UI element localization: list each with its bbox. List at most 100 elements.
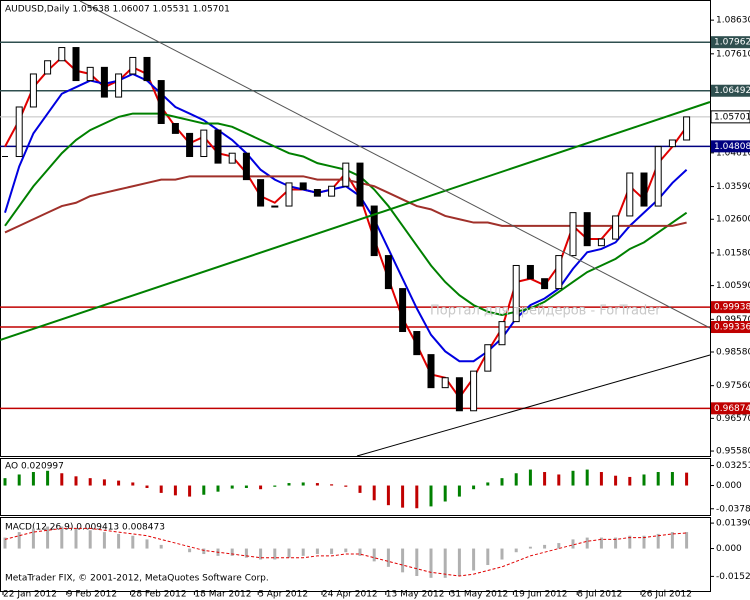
candle <box>413 331 421 356</box>
candle <box>370 205 378 257</box>
y-tick-label: 1.01580 <box>716 248 750 258</box>
y-tick-label: 1.00590 <box>716 281 750 291</box>
watermark: Портал для трейдеров - ForTrader <box>430 304 661 319</box>
y-tick-label: 1.08630 <box>716 16 750 26</box>
candle <box>115 73 123 98</box>
candle <box>569 212 577 257</box>
y-tick-label: 0.000 <box>716 544 742 554</box>
candle <box>384 255 392 290</box>
indicator-title: MACD(12,26,9) 0.009413 0.008473 <box>5 523 165 533</box>
level-tag <box>711 36 750 49</box>
candle <box>427 354 435 389</box>
x-tick-label: 5 Apr 2012 <box>258 590 308 600</box>
x-tick-label: 18 Mar 2012 <box>194 590 251 600</box>
y-tick-label: 0.000 <box>716 481 742 491</box>
candle <box>668 139 676 148</box>
x-tick-label: 24 Apr 2012 <box>322 590 378 600</box>
level-tag <box>711 140 750 153</box>
x-tick-label: 28 Feb 2012 <box>131 590 187 600</box>
candle <box>484 344 492 372</box>
candle <box>555 255 563 290</box>
candle <box>441 377 449 389</box>
candle <box>683 116 691 141</box>
x-tick-label: 31 May 2012 <box>450 590 509 600</box>
candle <box>612 215 620 240</box>
candle <box>342 162 350 187</box>
candle <box>626 172 634 217</box>
level-tag <box>711 84 750 97</box>
trend-line <box>0 101 711 341</box>
candle <box>171 122 179 134</box>
candle <box>257 179 265 207</box>
indicator-title: AO 0.020997 <box>5 462 64 472</box>
candle <box>214 129 222 164</box>
x-tick-label: 22 Jan 2012 <box>3 590 57 600</box>
candle <box>58 47 66 62</box>
candle <box>29 73 37 108</box>
candle <box>72 47 80 82</box>
y-tick-label: 0.013906 <box>716 519 750 529</box>
y-tick-label: 0.032516 <box>716 461 750 471</box>
candle <box>526 264 534 280</box>
trend-line <box>356 354 711 457</box>
candle <box>129 56 137 75</box>
candle <box>455 377 463 412</box>
footer: MetaTrader FIX, © 2001-2012, MetaQuotes … <box>5 574 269 584</box>
chart-header: AUDUSD,Daily 1.05638 1.06007 1.05531 1.0… <box>5 5 230 15</box>
main-panel <box>0 0 711 457</box>
x-tick-label: 9 Feb 2012 <box>67 590 117 600</box>
candle <box>583 212 591 247</box>
candle <box>541 278 549 290</box>
candle <box>271 205 279 208</box>
candle <box>654 146 662 207</box>
y-tick-label: 1.07610 <box>716 49 750 59</box>
candle <box>299 182 307 191</box>
candle <box>285 182 293 207</box>
y-tick-label: 0.98580 <box>716 347 750 357</box>
last-price-label: 1.05701 <box>714 112 750 122</box>
candle <box>186 132 194 158</box>
level-label: 0.96874 <box>714 404 750 414</box>
candle <box>143 56 151 82</box>
level-tag <box>711 321 750 334</box>
trend-line <box>79 0 711 329</box>
last-price-tag <box>710 110 750 124</box>
y-tick-label: 0.97560 <box>716 381 750 391</box>
candle <box>640 172 648 207</box>
ao-panel <box>0 458 711 516</box>
candle <box>100 66 108 98</box>
x-tick-label: 8 Jul 2012 <box>577 590 622 600</box>
candle <box>44 60 52 75</box>
x-tick-label: 19 Jun 2012 <box>513 590 567 600</box>
candle <box>498 321 506 346</box>
level-label: 1.06492 <box>714 86 750 96</box>
candle <box>313 189 321 197</box>
y-tick-label: 0.95580 <box>716 447 750 457</box>
candle <box>86 66 94 82</box>
candle <box>200 129 208 158</box>
candle <box>470 370 478 412</box>
x-tick-label: 26 Jul 2012 <box>641 590 692 600</box>
candle <box>157 80 165 124</box>
macd-panel <box>0 517 711 592</box>
layers <box>0 41 710 412</box>
y-tick-label: -0.01522 <box>716 572 750 582</box>
candle <box>512 264 520 323</box>
level-tag <box>711 301 750 314</box>
candle <box>228 152 236 164</box>
candle <box>597 238 605 247</box>
y-tick-label: -0.03785 <box>716 504 750 514</box>
candle <box>356 162 364 207</box>
candle <box>328 185 336 197</box>
level-label: 0.99938 <box>714 303 750 313</box>
y-tick-label: 0.99570 <box>716 315 750 325</box>
y-tick-label: 1.02600 <box>716 215 750 225</box>
candle <box>399 288 407 333</box>
level-label: 0.99336 <box>714 323 750 333</box>
y-tick-label: 1.04610 <box>716 148 750 158</box>
x-tick-label: 13 May 2012 <box>386 590 445 600</box>
level-label: 1.04808 <box>714 142 750 152</box>
y-tick-label: 0.96570 <box>716 414 750 424</box>
candle <box>242 152 250 181</box>
